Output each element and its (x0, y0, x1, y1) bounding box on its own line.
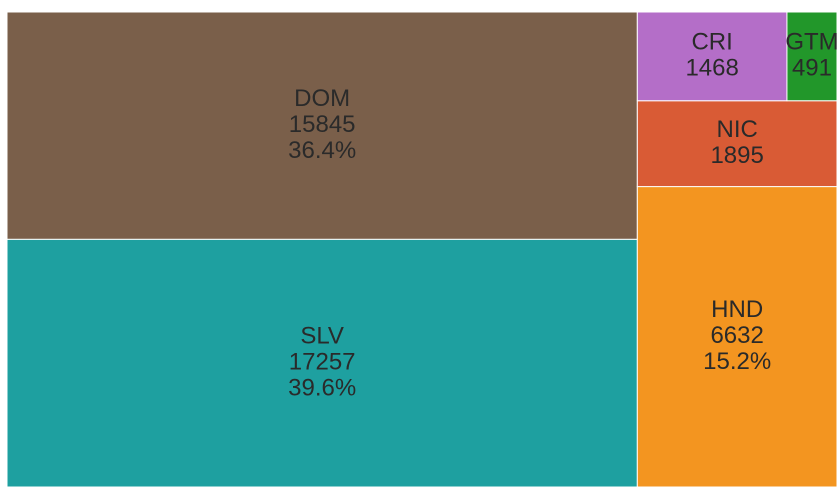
tile (6, 238, 638, 487)
tile-percent: 36.4% (288, 137, 356, 164)
tile-percent: 15.2% (703, 348, 771, 375)
tile-label: DOM (294, 85, 350, 112)
tile-label: NIC (716, 116, 757, 143)
tile-percent: 39.6% (288, 375, 356, 402)
tile-label: GTM (785, 29, 837, 56)
tile-value: 15845 (289, 111, 356, 138)
tile (636, 186, 837, 487)
tile-value: 17257 (289, 349, 356, 376)
tile (636, 100, 837, 188)
tile-label: CRI (691, 29, 732, 56)
tile-value: 1468 (685, 55, 738, 82)
tile-label: HND (711, 296, 763, 323)
tile (636, 11, 788, 102)
tile-value: 1895 (710, 142, 763, 169)
tile-label: SLV (300, 323, 344, 350)
tile-value: 491 (792, 55, 832, 82)
tile (786, 11, 837, 102)
tile (6, 11, 638, 240)
tile-value: 6632 (710, 322, 763, 349)
